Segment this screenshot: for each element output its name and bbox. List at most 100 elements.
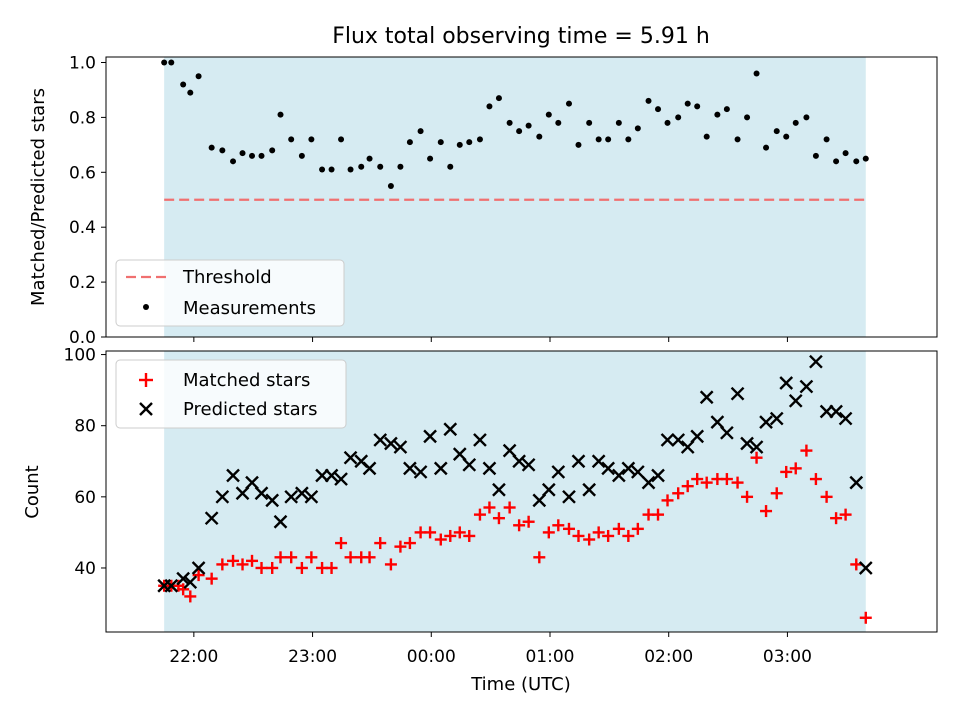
matched-point	[542, 526, 555, 539]
bottom-ytick-label: 40	[74, 559, 96, 579]
measurement-point	[862, 155, 869, 162]
measurement-point	[456, 141, 463, 148]
measurement-point	[249, 152, 256, 159]
matched-point	[631, 522, 644, 535]
predicted-point	[423, 429, 437, 444]
measurement-point	[180, 81, 187, 88]
predicted-point	[740, 436, 754, 451]
bottom-xlabel: Time (UTC)	[470, 674, 571, 695]
predicted-point	[521, 457, 536, 472]
top-ytick-label: 0.2	[69, 273, 96, 293]
measurement-point	[575, 141, 582, 148]
measurement-point	[288, 136, 295, 143]
measurement-point	[437, 139, 444, 146]
matched-point	[255, 561, 268, 574]
matched-point	[850, 558, 863, 571]
predicted-point	[492, 482, 506, 497]
measurement-point	[495, 95, 502, 102]
measurement-point	[753, 70, 760, 77]
measurement-point	[195, 73, 202, 80]
matched-point	[335, 537, 348, 550]
matched-point	[592, 526, 605, 539]
matched-point	[227, 554, 240, 567]
predicted-point	[393, 440, 408, 454]
predicted-point	[641, 475, 656, 490]
matched-point	[720, 473, 733, 486]
matched-point	[612, 522, 625, 535]
matched-point	[552, 519, 565, 532]
bottom-ytick-label: 60	[74, 488, 96, 508]
predicted-point	[362, 461, 377, 476]
predicted-point	[699, 390, 714, 405]
predicted-point	[433, 461, 448, 476]
predicted-point	[502, 443, 517, 458]
predicted-point	[245, 475, 259, 490]
predicted-point	[215, 489, 230, 504]
measurement-point	[792, 119, 799, 126]
measurement-point	[208, 144, 215, 151]
measurement-point	[634, 125, 641, 132]
predicted-point	[373, 433, 388, 447]
matched-point	[731, 476, 744, 489]
measurement-point	[536, 133, 543, 140]
predicted-point	[443, 422, 458, 437]
matched-point	[192, 569, 205, 582]
matched-point	[583, 533, 596, 546]
top-ytick-label: 1.0	[69, 53, 96, 73]
top-ytick-label: 0.8	[69, 108, 96, 128]
measurement-point	[258, 152, 265, 159]
matched-point	[266, 561, 279, 574]
predicted-point	[226, 468, 240, 483]
measurements-legend-marker	[143, 304, 149, 310]
predicted-point	[571, 454, 586, 469]
bottom-xtick-label: 22:00	[169, 647, 218, 667]
predicted-point	[273, 514, 288, 529]
predicted-point	[343, 450, 358, 465]
matched-point	[859, 611, 872, 624]
predicted-point	[462, 457, 477, 472]
predicted-point	[164, 578, 179, 593]
matched-point	[809, 473, 822, 486]
predicted-point	[324, 468, 339, 483]
measurement-point	[586, 119, 593, 126]
matched-point	[205, 572, 218, 585]
matched-point	[236, 558, 249, 571]
predicted-point	[304, 489, 319, 504]
matched-point	[522, 515, 535, 528]
measurement-point	[605, 136, 612, 143]
matched-point	[463, 529, 476, 542]
bottom-axes-frame	[105, 350, 938, 633]
predicted-point	[621, 461, 636, 476]
predicted-point	[541, 482, 556, 497]
measurement-point	[684, 100, 691, 107]
top-ytick-label: 0.0	[69, 328, 96, 348]
matched-point	[403, 537, 416, 550]
matched-point	[325, 561, 338, 574]
matched-point	[572, 529, 585, 542]
measurement-point	[555, 119, 562, 126]
matched-point	[839, 508, 852, 521]
predicted-point	[334, 472, 348, 486]
predicted-point	[630, 465, 645, 479]
measurement-point	[298, 152, 305, 159]
matched-point	[363, 551, 376, 564]
predicted-point	[749, 440, 764, 454]
measurement-point	[694, 103, 701, 110]
bottom-legend: Matched stars Predicted stars	[115, 359, 347, 429]
measurement-point	[545, 111, 552, 118]
measurement-point	[168, 59, 175, 66]
matched-point	[285, 551, 298, 564]
measurement-point	[358, 163, 365, 170]
predicted-point	[651, 468, 665, 483]
bottom-ylabel: Count	[22, 465, 43, 518]
matched-point	[434, 533, 447, 546]
matched-point	[691, 473, 704, 486]
measurement-point	[783, 133, 790, 140]
matched-point	[770, 487, 783, 500]
matched-point	[424, 526, 437, 539]
matched-point	[444, 529, 457, 542]
predicted-point	[532, 493, 547, 508]
matched-point	[760, 505, 773, 518]
measurement-point	[387, 183, 394, 190]
